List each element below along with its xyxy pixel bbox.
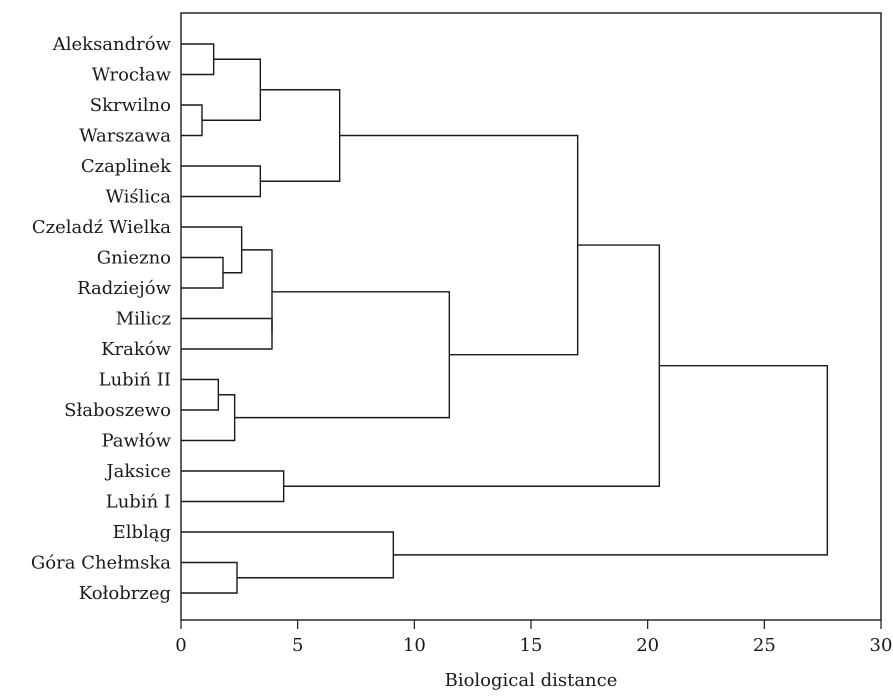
- leaf-label: Słaboszewo: [64, 400, 171, 421]
- leaf-label: Kołobrzeg: [79, 583, 171, 604]
- leaf-label: Aleksandrów: [52, 34, 172, 55]
- merge-link-c13: [339, 134, 579, 356]
- leaf-label: Jaksice: [104, 461, 171, 482]
- merge-link-c3: [202, 58, 262, 121]
- merge-link-c15: [283, 244, 661, 487]
- leaf-label: Czeladź Wielka: [32, 217, 171, 238]
- merge-link-c9: [241, 249, 273, 334]
- x-tick-label: 5: [292, 635, 303, 656]
- leaf-label: Czaplinek: [81, 156, 172, 177]
- merge-link-c4: [181, 165, 262, 198]
- x-tick-label: 15: [520, 635, 543, 656]
- x-tick-label: 10: [403, 635, 426, 656]
- merge-link-c6: [181, 256, 224, 289]
- merge-link-c18: [393, 364, 829, 556]
- leaf-label: Góra Chełmska: [31, 553, 171, 574]
- merge-link-c16: [181, 561, 238, 594]
- plot-frame: [180, 12, 882, 621]
- leaf-label: Warszawa: [79, 126, 171, 147]
- merge-link-c12: [234, 291, 451, 419]
- x-tick-label: 0: [175, 635, 186, 656]
- merge-link-c5: [260, 89, 341, 182]
- leaf-labels: Aleksandrów Wrocław Skrwilno Warszawa Czapli…: [31, 34, 172, 604]
- leaf-label: Wiślica: [105, 187, 171, 208]
- leaf-label: Skrwilno: [90, 95, 171, 116]
- x-tick-label: 30: [870, 635, 893, 656]
- leaf-label: Lubiń I: [106, 492, 171, 513]
- merge-link-c11: [181, 394, 236, 442]
- merge-link-c2: [181, 104, 203, 137]
- leaf-label: Elbląg: [113, 522, 171, 543]
- merge-link-c1: [181, 43, 215, 76]
- x-axis-title: Biological distance: [445, 670, 618, 691]
- merge-link-c14: [181, 470, 285, 503]
- leaf-label: Pawłów: [101, 431, 171, 452]
- x-tick-label: 25: [753, 635, 776, 656]
- x-axis-ticks: 0 5 10 15 20 25 30: [175, 620, 892, 656]
- merge-link-c17: [181, 531, 395, 579]
- leaf-label: Lubiń II: [99, 370, 171, 391]
- dendrogram-links: [181, 43, 829, 594]
- merge-link-c10: [181, 378, 220, 411]
- leaf-label: Radziejów: [77, 278, 172, 299]
- merge-link-c7: [181, 226, 243, 274]
- leaf-label: Wrocław: [92, 65, 172, 86]
- leaf-label: Milicz: [116, 309, 171, 330]
- merge-link-c8: [181, 317, 273, 350]
- x-tick-label: 20: [636, 635, 659, 656]
- leaf-label: Kraków: [101, 339, 172, 360]
- leaf-label: Gniezno: [97, 248, 171, 269]
